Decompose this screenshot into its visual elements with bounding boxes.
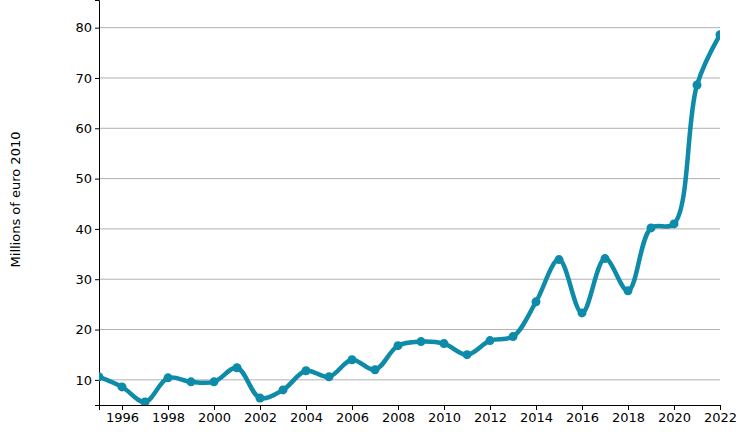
x-tick-label: 2014 [520, 410, 553, 425]
x-tick: 2002 [244, 405, 277, 425]
x-tick-label: 2004 [290, 410, 323, 425]
x-tick: 2012 [474, 405, 507, 425]
x-tick-label: 1998 [152, 410, 185, 425]
point [601, 254, 610, 263]
point [233, 363, 242, 372]
y-tick-mark [95, 229, 99, 230]
y-tick: 60 [75, 121, 99, 136]
y-tick-mark [95, 179, 99, 180]
point [348, 355, 357, 364]
point [256, 393, 265, 402]
point [532, 297, 541, 306]
point [509, 332, 518, 341]
x-tick-label: 2020 [658, 410, 691, 425]
point [99, 372, 104, 381]
point [164, 373, 173, 382]
y-tick-mark [95, 78, 99, 79]
y-axis-title: Millions of euro 2010 [8, 132, 23, 268]
point [463, 350, 472, 359]
point [624, 286, 633, 295]
x-tick: 2014 [520, 405, 553, 425]
grid-line [99, 27, 720, 28]
point [325, 372, 334, 381]
point [371, 365, 380, 374]
point [210, 377, 219, 386]
point [141, 397, 150, 405]
y-tick-mark [95, 28, 99, 29]
point [555, 255, 564, 264]
y-tick: 10 [75, 373, 99, 388]
y-tick: 70 [75, 71, 99, 86]
point [716, 30, 721, 39]
x-tick: 2008 [382, 405, 415, 425]
y-tick-label: 20 [75, 322, 92, 337]
y-tick-label: 30 [75, 272, 92, 287]
x-tick-label: 2018 [612, 410, 645, 425]
x-tick-label: 2010 [428, 410, 461, 425]
x-tick: 2020 [658, 405, 691, 425]
y-tick-mark [95, 330, 99, 331]
x-tick: 1998 [152, 405, 185, 425]
y-tick-label: 70 [75, 71, 92, 86]
chart: 1996199820002002200420062008201020122014… [0, 0, 748, 442]
y-tick-mark [95, 380, 99, 381]
point [693, 81, 702, 90]
point [417, 337, 426, 346]
y-axis: 10 20 30 40 50 60 70 80 [75, 1, 99, 406]
x-tick-label: 2022 [704, 410, 737, 425]
x-tick: 2010 [428, 405, 461, 425]
x-tick-label: 1996 [106, 410, 139, 425]
grid-line [99, 279, 720, 280]
grid-line [99, 178, 720, 179]
y-tick: 50 [75, 171, 99, 186]
point [394, 341, 403, 350]
x-tick-label: 2012 [474, 410, 507, 425]
y-tick-label: 40 [75, 222, 92, 237]
grid-line [99, 329, 720, 330]
point [670, 219, 679, 228]
y-tick: 40 [75, 222, 99, 237]
point [486, 336, 495, 345]
point [578, 308, 587, 317]
x-axis: 1996 1998 2000 2002 2004 2006 2008 2010 2012 2014… [100, 405, 738, 425]
x-tick: 2006 [336, 405, 369, 425]
y-tick-label: 80 [75, 20, 92, 35]
plot: 1996199820002002200420062008201020122014… [75, 1, 737, 426]
y-tick-label: 10 [75, 373, 92, 388]
grid-line [99, 228, 720, 229]
point [279, 385, 288, 394]
point [440, 339, 449, 348]
x-tick: 2016 [566, 405, 599, 425]
y-tick-mark [95, 279, 99, 280]
line [99, 35, 720, 402]
grid-line [99, 77, 720, 78]
point [302, 366, 311, 375]
y-tick-label: 60 [75, 121, 92, 136]
y-tick: 30 [75, 272, 99, 287]
x-tick-label: 2016 [566, 410, 599, 425]
y-tick-label: 50 [75, 171, 92, 186]
point [118, 382, 127, 391]
y-axis-line [95, 1, 100, 406]
grid [99, 28, 720, 380]
point [187, 377, 196, 386]
y-tick: 80 [75, 20, 99, 35]
series [99, 30, 720, 405]
x-tick-label: 2002 [244, 410, 277, 425]
y-tick: 20 [75, 322, 99, 337]
x-tick-label: 2006 [336, 410, 369, 425]
point [647, 223, 656, 232]
grid-line [99, 128, 720, 129]
x-tick: 2004 [290, 405, 323, 425]
x-tick-label: 2008 [382, 410, 415, 425]
x-tick-label: 2000 [198, 410, 231, 425]
x-tick: 2000 [198, 405, 231, 425]
y-tick-mark [95, 128, 99, 129]
x-tick: 2022 [704, 405, 737, 425]
x-tick: 2018 [612, 405, 645, 425]
x-tick: 1996 [106, 405, 139, 425]
